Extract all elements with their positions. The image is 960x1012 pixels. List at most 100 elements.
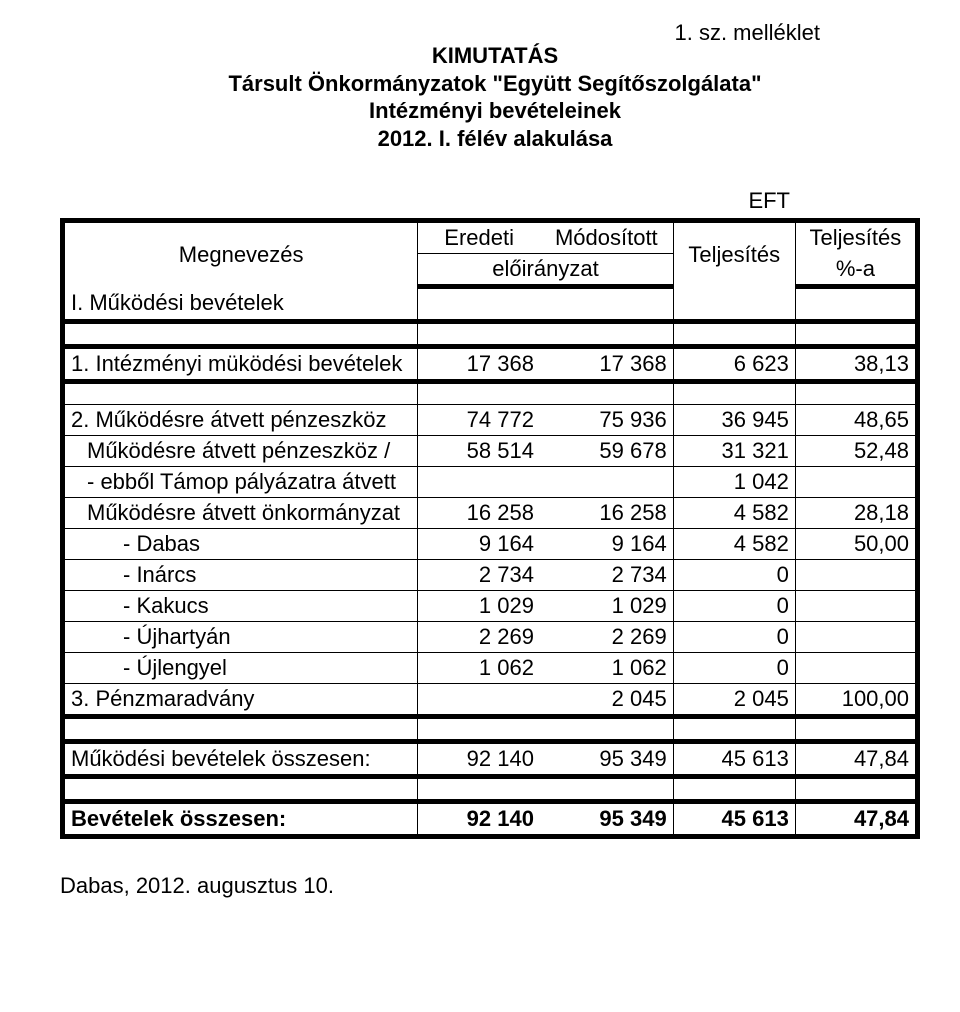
cell: 6 623 [673, 347, 795, 382]
cell: 0 [673, 560, 795, 591]
row-label: - Újhartyán [63, 622, 418, 653]
table-row: - Dabas 9 164 9 164 4 582 50,00 [63, 529, 918, 560]
cell: 2 045 [540, 684, 673, 717]
cell [795, 653, 917, 684]
cell: 45 613 [673, 802, 795, 837]
cell: 75 936 [540, 405, 673, 436]
title-line-3: Intézményi bevételeinek [60, 97, 930, 125]
table-row: 2. Működésre átvett pénzeszköz 74 772 75… [63, 405, 918, 436]
row-label: - Dabas [63, 529, 418, 560]
footer-date: Dabas, 2012. augusztus 10. [60, 873, 930, 899]
row-label: Bevételek összesen: [63, 802, 418, 837]
cell: 31 321 [673, 436, 795, 467]
cell: 1 029 [540, 591, 673, 622]
revenue-table: Megnevezés Eredeti Módosított Teljesítés… [60, 218, 920, 839]
table-row [63, 777, 918, 802]
table-row: Működésre átvett önkormányzat 16 258 16 … [63, 498, 918, 529]
cell: 45 613 [673, 742, 795, 777]
table-row: 1. Intézményi müködési bevételek 17 368 … [63, 347, 918, 382]
cell: 47,84 [795, 802, 917, 837]
cell: 4 582 [673, 498, 795, 529]
row-label: 2. Működésre átvett pénzeszköz [63, 405, 418, 436]
total-row: Bevételek összesen: 92 140 95 349 45 613… [63, 802, 918, 837]
cell: 36 945 [673, 405, 795, 436]
cell: 1 062 [418, 653, 540, 684]
cell: 59 678 [540, 436, 673, 467]
cell: 2 734 [540, 560, 673, 591]
col-budget-sub: előirányzat [418, 254, 673, 287]
table-row [63, 322, 918, 347]
col-mod: Módosított [540, 221, 673, 254]
table-row: 3. Pénzmaradvány 2 045 2 045 100,00 [63, 684, 918, 717]
cell: 9 164 [418, 529, 540, 560]
table-row [63, 382, 918, 405]
cell [795, 560, 917, 591]
table-row: - Inárcs 2 734 2 734 0 [63, 560, 918, 591]
cell: 58 514 [418, 436, 540, 467]
col-pct-bot: %-a [795, 254, 917, 287]
table-row: - Kakucs 1 029 1 029 0 [63, 591, 918, 622]
cell: 0 [673, 653, 795, 684]
col-perf: Teljesítés [673, 221, 795, 287]
table-row: - Újlengyel 1 062 1 062 0 [63, 653, 918, 684]
title-line-1: KIMUTATÁS [60, 42, 930, 70]
cell [418, 467, 540, 498]
row-label: Működésre átvett önkormányzat [63, 498, 418, 529]
cell: 2 269 [418, 622, 540, 653]
cell: 1 042 [673, 467, 795, 498]
cell [795, 467, 917, 498]
table-row: - Újhartyán 2 269 2 269 0 [63, 622, 918, 653]
cell: 50,00 [795, 529, 917, 560]
cell [418, 684, 540, 717]
row-label: - Kakucs [63, 591, 418, 622]
cell [540, 467, 673, 498]
row-label: - ebből Támop pályázatra átvett [63, 467, 418, 498]
row-label: Működési bevételek összesen: [63, 742, 418, 777]
cell: 17 368 [540, 347, 673, 382]
row-label: 3. Pénzmaradvány [63, 684, 418, 717]
cell: 95 349 [540, 742, 673, 777]
cell: 100,00 [795, 684, 917, 717]
cell [795, 591, 917, 622]
title-line-4: 2012. I. félév alakulása [60, 125, 930, 153]
cell: 1 029 [418, 591, 540, 622]
row-label: - Újlengyel [63, 653, 418, 684]
cell: 16 258 [418, 498, 540, 529]
subtotal-row: Működési bevételek összesen: 92 140 95 3… [63, 742, 918, 777]
table-row [63, 717, 918, 742]
cell: 52,48 [795, 436, 917, 467]
cell: 95 349 [540, 802, 673, 837]
cell: 4 582 [673, 529, 795, 560]
table-header-row: Megnevezés Eredeti Módosított Teljesítés… [63, 221, 918, 254]
unit-label: EFT [60, 188, 930, 214]
cell: 16 258 [540, 498, 673, 529]
cell: 48,65 [795, 405, 917, 436]
col-pct-top: Teljesítés [795, 221, 917, 254]
table-row: Működésre átvett pénzeszköz / 58 514 59 … [63, 436, 918, 467]
cell: 47,84 [795, 742, 917, 777]
cell: 17 368 [418, 347, 540, 382]
cell: 2 734 [418, 560, 540, 591]
cell: 2 269 [540, 622, 673, 653]
title-block: KIMUTATÁS Társult Önkormányzatok "Együtt… [60, 42, 930, 152]
col-name: Megnevezés [63, 221, 418, 287]
row-label: Működésre átvett pénzeszköz / [63, 436, 418, 467]
cell [795, 622, 917, 653]
row-label: - Inárcs [63, 560, 418, 591]
cell: 74 772 [418, 405, 540, 436]
cell: 28,18 [795, 498, 917, 529]
section-row: I. Működési bevételek [63, 287, 918, 322]
cell: 1 062 [540, 653, 673, 684]
cell: 0 [673, 622, 795, 653]
section-label: I. Működési bevételek [63, 287, 418, 322]
cell: 2 045 [673, 684, 795, 717]
table-row: - ebből Támop pályázatra átvett 1 042 [63, 467, 918, 498]
row-label: 1. Intézményi müködési bevételek [63, 347, 418, 382]
cell: 0 [673, 591, 795, 622]
cell: 9 164 [540, 529, 673, 560]
cell: 92 140 [418, 802, 540, 837]
cell: 92 140 [418, 742, 540, 777]
cell: 38,13 [795, 347, 917, 382]
title-line-2: Társult Önkormányzatok "Együtt Segítőszo… [60, 70, 930, 98]
col-orig: Eredeti [418, 221, 540, 254]
